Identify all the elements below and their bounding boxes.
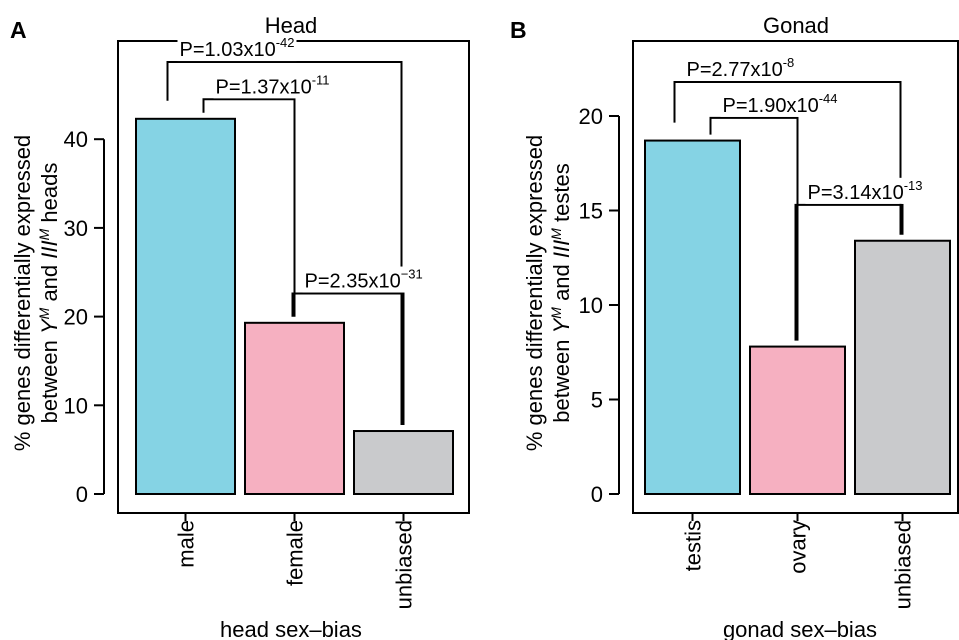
x-tick-label-male: male — [174, 520, 199, 568]
y-tick-label: 20 — [64, 305, 88, 330]
panel-a-significance-brackets: P=1.03x10-42 P=1.37x10-11 P=2.35x10−31 — [166, 35, 425, 426]
panel-a-x-ticks: male female unbiased — [174, 513, 417, 609]
bar-female — [244, 321, 345, 495]
panel-a-title: Head — [265, 13, 318, 38]
p-value-label: P=1.90x10-44 — [723, 91, 838, 117]
p-value-label-background — [302, 266, 425, 293]
panel-a-y-axis: 0 10 20 30 40 — [64, 127, 105, 507]
panel-b-x-axis-title: gonad sex–bias — [723, 617, 877, 640]
p-value-label: P=2.35x10−31 — [305, 267, 423, 293]
panel-b-letter: B — [510, 17, 527, 43]
p-value-label: P=1.03x10-42 — [180, 35, 295, 61]
y-tick-label: 40 — [64, 127, 88, 152]
y-tick-label: 20 — [579, 104, 603, 129]
x-tick-label-ovary: ovary — [786, 520, 811, 574]
panel-b: B Gonad 0 5 10 15 20 P=2.77x10-8 P=1.90x10-44… — [510, 13, 959, 640]
y-tick-label: 0 — [591, 482, 603, 507]
bar-ovary — [749, 345, 846, 495]
panel-a-x-axis-title: head sex–bias — [220, 617, 362, 640]
panel-a-y-axis-title-line1: % genes differentially expressed — [10, 135, 35, 451]
significance-bracket — [673, 80, 902, 235]
significance-bracket — [202, 98, 296, 317]
p-value-label-background — [720, 90, 840, 117]
y-tick-label: 30 — [64, 216, 88, 241]
p-value-label-background — [177, 35, 297, 62]
significance-bracket — [291, 292, 405, 426]
panel-a-y-axis-title-line2: between YM and IIIM heads — [36, 163, 62, 424]
panel-b-bars — [644, 139, 951, 495]
x-tick-label-unbiased: unbiased — [891, 520, 916, 609]
y-tick-label: 0 — [76, 482, 88, 507]
significance-bracket — [794, 203, 904, 341]
p-value-label: P=1.37x10-11 — [216, 72, 330, 98]
y-tick-label: 15 — [579, 199, 603, 224]
panel-b-x-ticks: testis ovary unbiased — [681, 513, 916, 609]
panel-b-y-axis-title-line2: between YM and IIIM testes — [548, 163, 574, 422]
panel-b-significance-brackets: P=2.77x10-8 P=1.90x10-44 P=3.14x10-13 — [673, 54, 925, 341]
panel-b-title: Gonad — [763, 13, 829, 38]
bar-unbiased — [854, 239, 951, 495]
bar-unbiased — [353, 430, 454, 496]
bar-male — [135, 117, 236, 495]
p-value-label-background — [684, 54, 797, 81]
panel-b-frame — [632, 40, 959, 514]
p-value-label-background — [805, 177, 925, 204]
panel-a: A Head 0 10 20 30 40 P=1.03x10-42 P=1.37x10-1… — [10, 13, 470, 640]
y-tick-label: 10 — [579, 293, 603, 318]
y-tick-label: 5 — [591, 388, 603, 413]
panel-a-bars — [135, 117, 454, 496]
x-tick-label-unbiased: unbiased — [392, 520, 417, 609]
x-tick-label-testis: testis — [681, 520, 706, 571]
p-value-label: P=2.77x10-8 — [687, 55, 795, 81]
panel-b-y-axis: 0 5 10 15 20 — [579, 104, 620, 507]
p-value-label-background — [213, 72, 332, 99]
x-tick-label-female: female — [283, 520, 308, 586]
significance-bracket — [166, 61, 403, 426]
bar-testis — [644, 139, 741, 495]
panel-a-letter: A — [10, 17, 27, 43]
y-tick-label: 10 — [64, 393, 88, 418]
p-value-label: P=3.14x10-13 — [808, 178, 923, 204]
significance-bracket — [709, 116, 799, 341]
panel-b-y-axis-title-line1: % genes differentially expressed — [522, 135, 547, 451]
